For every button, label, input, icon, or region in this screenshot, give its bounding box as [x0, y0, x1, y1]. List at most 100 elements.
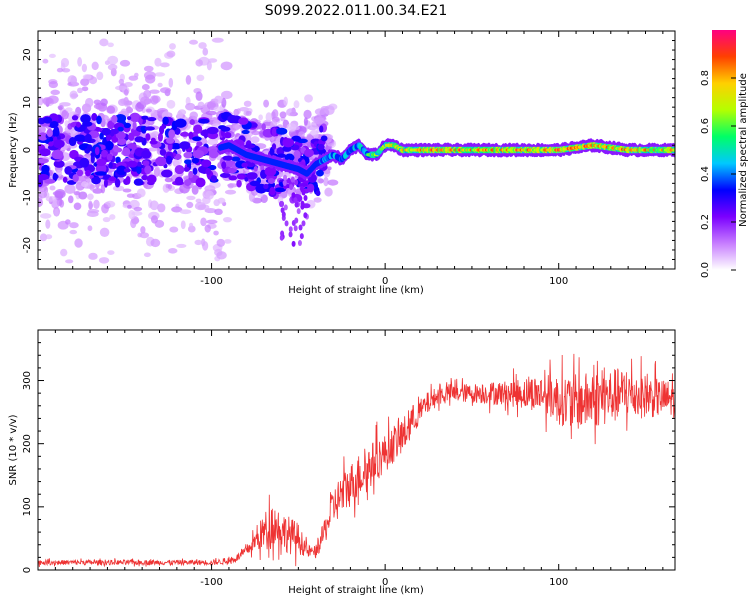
spectrogram-cell [213, 106, 225, 112]
spectrogram-cell [304, 94, 313, 103]
spectrogram-cell [157, 203, 166, 213]
spectrogram-cell [185, 75, 192, 85]
spectrogram-cell [166, 99, 176, 109]
spectrogram-cell [219, 172, 231, 178]
spectrogram-cell [241, 162, 248, 168]
spectrogram-cell [171, 206, 183, 213]
spectrogram-cell [281, 211, 286, 218]
spectrogram-cell [204, 224, 211, 233]
spectrogram-cell [280, 201, 285, 208]
spectrogram-cell [111, 135, 119, 143]
spectrogram-cell [189, 119, 195, 126]
snr-x-label: Height of straight line (km) [288, 585, 424, 596]
spectrogram-cell [108, 176, 117, 182]
spectrogram-cell [50, 89, 60, 95]
spectrogram-cell [72, 174, 79, 183]
spectrogram-cell [81, 86, 89, 92]
spectrogram-cell [195, 91, 203, 102]
spectrogram-cell [136, 166, 142, 175]
spectrogram-cell [38, 96, 44, 106]
spectrogram-cell [64, 184, 76, 194]
colorbar-tick-label: 0.8 [700, 70, 711, 86]
spectrogram-cell [69, 222, 79, 229]
spectrogram-cell [210, 175, 218, 182]
spectrogram-cell [145, 108, 152, 113]
spectrogram-cell [149, 95, 159, 105]
spectrogram-cell [42, 58, 49, 64]
spectrogram-cell [106, 105, 116, 114]
spectrogram-cell [48, 53, 56, 59]
spectrogram-cell [53, 139, 65, 149]
y-tick-label: 100 [22, 497, 33, 516]
spectrogram-cell [101, 149, 108, 158]
spectrogram-cell [154, 72, 166, 77]
spectrogram-cell [165, 155, 173, 165]
spectrogram-cell [313, 197, 322, 203]
spectrogram-cell [56, 67, 64, 73]
spectrogram-cell [189, 39, 198, 45]
spectrogram-cell [154, 166, 161, 175]
spectrogram-cell [208, 148, 219, 159]
spectrogram-cell [183, 166, 190, 172]
x-tick-label: -100 [200, 276, 223, 287]
spectrogram-cell [237, 174, 245, 180]
x-tick-label: -100 [200, 577, 223, 588]
spectrogram-cell [110, 128, 119, 135]
colorbar-tick-label: 0.6 [700, 118, 711, 134]
spectrogram-cell [307, 183, 315, 193]
spectrogram-cell [93, 99, 101, 105]
spectrogram-cell [134, 72, 139, 78]
spectrogram-cell [214, 208, 223, 216]
spectrogram-cell [166, 137, 175, 144]
spectrogram-cell [195, 177, 206, 188]
spectrogram-cell [145, 74, 156, 84]
spectrogram-cell [205, 110, 217, 116]
spectrogram-cell [96, 158, 107, 167]
spectrogram-cell [294, 179, 299, 186]
spectrogram-cell [284, 153, 295, 162]
spectrogram-cell [45, 234, 53, 240]
spectrogram-cell [147, 116, 157, 122]
spectrogram-cell [250, 136, 260, 144]
spectrogram-cell [186, 195, 196, 201]
spectrogram-cell [88, 200, 93, 210]
spectrogram-cell [203, 129, 208, 139]
spectrogram-cell [196, 141, 203, 147]
spectrogram-cell [73, 202, 82, 210]
spectrogram-cell [143, 252, 151, 258]
spectrogram-cell [174, 165, 185, 175]
spectrogram-cell [106, 134, 111, 142]
spectrogram-cell [157, 132, 163, 142]
y-tick-label: 20 [22, 48, 33, 61]
spectrogram-cell [126, 160, 138, 168]
spectrogram-cell [189, 222, 194, 228]
spectrogram-cell [102, 216, 111, 223]
spectrogram-cell [195, 198, 202, 204]
spectrogram-cell [193, 124, 203, 134]
spectrogram-cell [293, 150, 301, 158]
spectrogram-cell [101, 203, 109, 214]
spectrogram-cell [154, 57, 162, 67]
spectrogram-cell [251, 130, 261, 136]
spectrogram-cell [76, 169, 84, 177]
spectrogram-cell [109, 214, 116, 220]
spectrogram-cell [48, 141, 54, 147]
spectrogram-cell [261, 123, 266, 131]
spectrogram-cell [159, 148, 167, 156]
spectrogram-cell [81, 181, 89, 188]
spectrogram-cell [180, 131, 190, 137]
spectrogram-cell [61, 68, 71, 73]
y-tick-label: -20 [22, 237, 33, 253]
colorbar-tick-label: 0.0 [700, 262, 711, 278]
spectrogram-cell [223, 131, 232, 139]
y-tick-label: 300 [22, 371, 33, 390]
spectrogram-cell [85, 169, 91, 177]
spectrogram-cell [192, 149, 205, 159]
spectrogram-cell [149, 89, 160, 94]
spectrogram-cell [141, 84, 150, 91]
spectrogram-cell [205, 167, 212, 176]
spectrogram-cell [286, 108, 297, 117]
spectrogram-cell [107, 120, 115, 130]
spectrogram-cell [107, 63, 118, 71]
spectrogram-cell [291, 240, 296, 247]
